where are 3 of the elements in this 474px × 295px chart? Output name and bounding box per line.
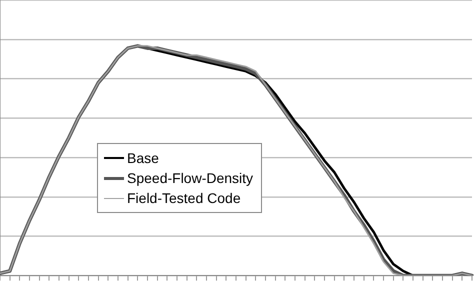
- legend-label: Field-Tested Code: [127, 189, 241, 208]
- legend-label: Speed-Flow-Density: [127, 169, 254, 188]
- legend-label: Base: [127, 149, 159, 168]
